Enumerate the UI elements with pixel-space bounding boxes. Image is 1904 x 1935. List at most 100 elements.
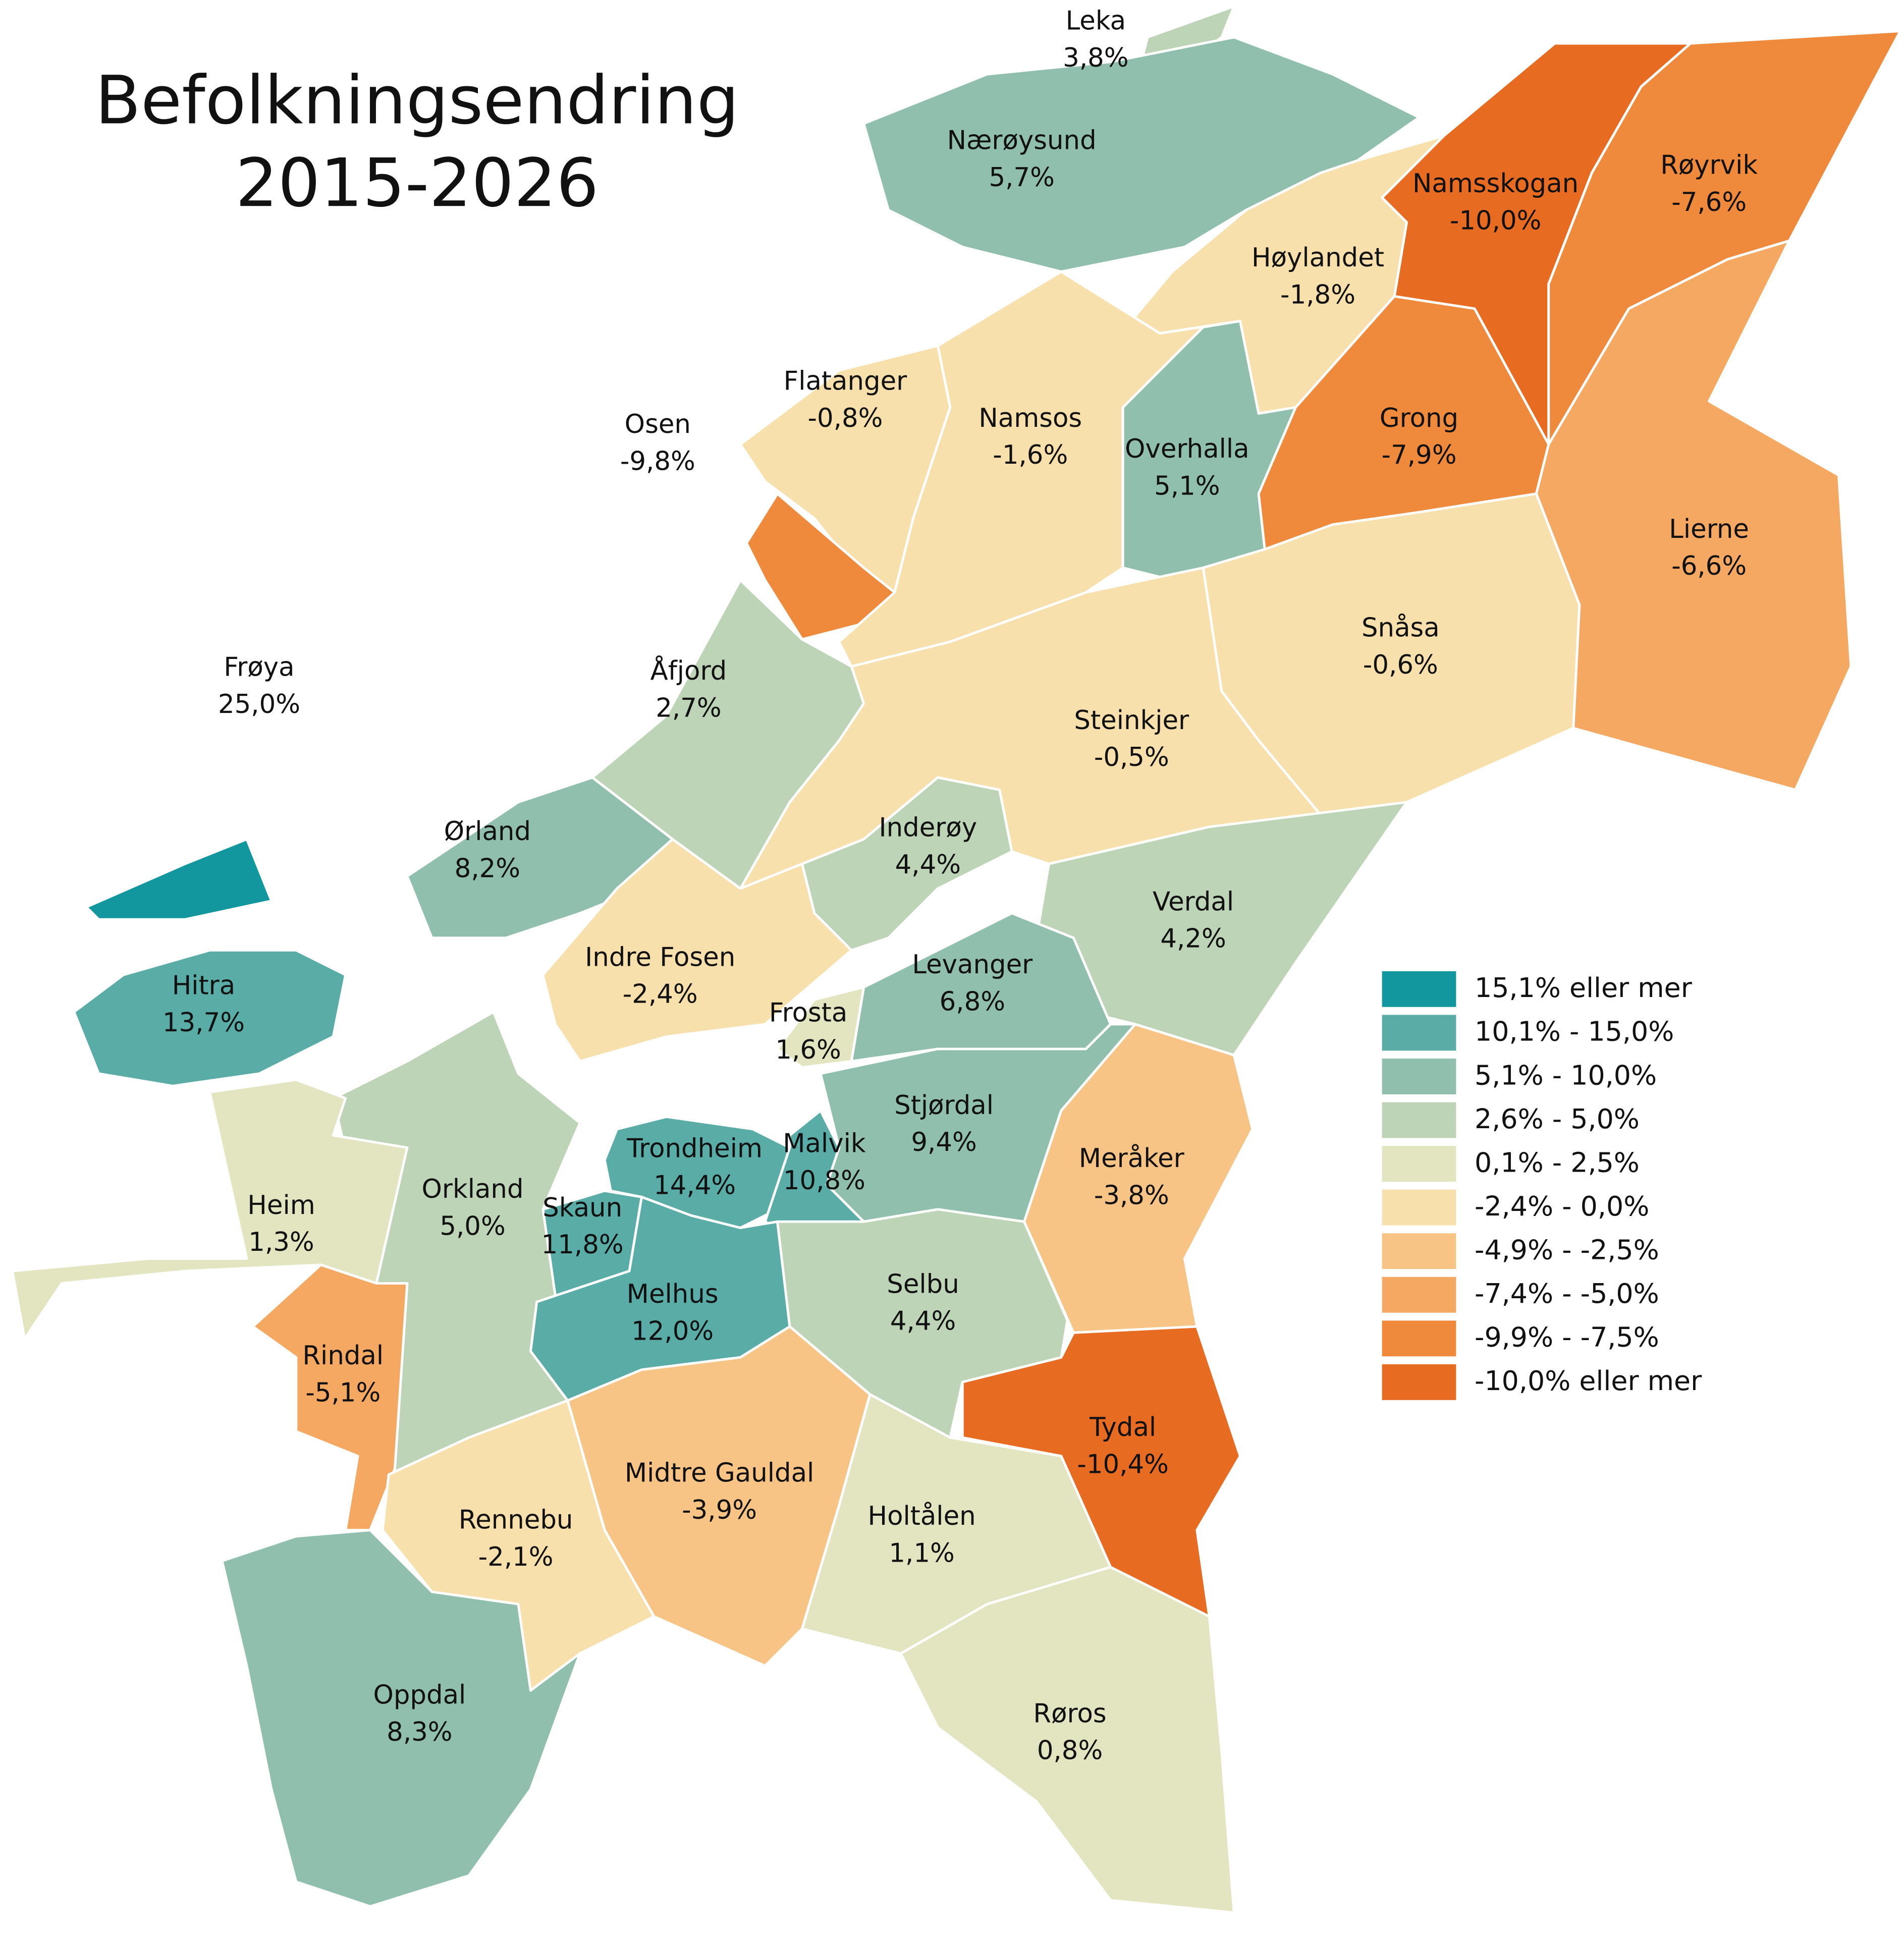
region-value: 9,4% [911, 1127, 976, 1157]
region-value: -3,9% [682, 1495, 757, 1525]
legend-swatch [1382, 1320, 1456, 1357]
legend-label: -2,4% - 0,0% [1475, 1190, 1649, 1222]
region-name: Flatanger [784, 366, 908, 396]
legend-swatch [1382, 971, 1456, 1007]
region-name: Rindal [302, 1341, 384, 1371]
region [73, 949, 347, 1087]
region-name: Åfjord [650, 655, 727, 686]
region-value: 8,2% [455, 853, 520, 883]
labels: Leka 3,8% Nærøysund 5,7% Namsskogan -10,0% Røy… [162, 6, 1758, 1765]
legend: 15,1% eller mer 10,1% - 15,0% 5,1% - 10,0%… [1382, 971, 1702, 1400]
region-value: 25,0% [218, 689, 300, 720]
legend-swatch [1382, 1364, 1456, 1400]
region-name: Verdal [1153, 887, 1234, 917]
region-value: -0,6% [1363, 650, 1438, 680]
region-name: Steinkjer [1074, 705, 1189, 736]
region-value: 5,0% [440, 1211, 505, 1241]
legend-label: 15,1% eller mer [1475, 972, 1693, 1004]
region-name: Trondheim [626, 1133, 763, 1164]
region-name: Nærøysund [947, 126, 1097, 156]
region-name: Levanger [912, 950, 1033, 980]
region-value: -0,8% [808, 403, 883, 433]
region-value: -5,1% [305, 1378, 380, 1408]
region-name: Snåsa [1362, 613, 1440, 643]
legend-swatch [1382, 1015, 1456, 1051]
region-name: Hitra [172, 971, 236, 1001]
region-value: 6,8% [940, 986, 1005, 1017]
region-value: -10,4% [1077, 1449, 1169, 1479]
legend-swatch [1382, 1233, 1456, 1269]
region-value: -7,6% [1671, 187, 1747, 217]
region-value: -2,4% [623, 979, 698, 1010]
legend-label: -4,9% - -2,5% [1475, 1234, 1659, 1266]
region-value: 12,0% [631, 1316, 714, 1346]
region-name: Selbu [887, 1269, 959, 1299]
region-value: -0,5% [1094, 742, 1169, 772]
region-name: Namsos [978, 403, 1082, 433]
region-name: Inderøy [879, 813, 977, 843]
legend-label: 10,1% - 15,0% [1475, 1016, 1674, 1047]
region-value: 14,4% [654, 1171, 736, 1201]
region-value: 11,8% [541, 1230, 624, 1260]
legend-label: 2,6% - 5,0% [1475, 1103, 1640, 1135]
region-value: -6,6% [1671, 551, 1747, 581]
region-name: Indre Fosen [585, 942, 735, 972]
legend-swatch [1382, 1058, 1456, 1094]
region-value: 0,8% [1037, 1736, 1103, 1766]
region-name: Melhus [627, 1279, 719, 1309]
region-value: 1,3% [248, 1227, 314, 1257]
legend-swatch [1382, 1146, 1456, 1182]
region-name: Skaun [542, 1193, 622, 1223]
legend-swatch [1382, 1277, 1456, 1313]
region-name: Meråker [1079, 1143, 1185, 1174]
region-name: Rennebu [459, 1505, 573, 1535]
region-name: Heim [247, 1190, 315, 1221]
region-name: Orkland [421, 1174, 523, 1204]
region-name: Frøya [224, 652, 294, 683]
region-name: Høylandet [1252, 243, 1384, 273]
region-value: 4,2% [1160, 924, 1226, 954]
region-value: -1,8% [1280, 280, 1355, 310]
legend-swatch [1382, 1189, 1456, 1226]
legend-label: 5,1% - 10,0% [1475, 1059, 1657, 1091]
region-name: Grong [1380, 403, 1458, 433]
region-value: 5,1% [1154, 471, 1220, 501]
region-name: Overhalla [1125, 434, 1249, 464]
legend-label: -10,0% eller mer [1475, 1365, 1702, 1397]
region-value: 5,7% [989, 162, 1054, 193]
region-value: 13,7% [162, 1008, 245, 1038]
region-name: Oppdal [373, 1680, 466, 1710]
region-name: Lierne [1669, 514, 1749, 544]
region [776, 986, 865, 1069]
region [85, 838, 273, 921]
region-name: Røyrvik [1660, 150, 1758, 181]
region-name: Osen [625, 409, 691, 439]
map-title: 2015-2026 [236, 144, 599, 222]
region-value: -7,9% [1382, 440, 1457, 470]
region-value: 2,7% [656, 693, 721, 723]
region-value: 8,3% [387, 1717, 452, 1747]
region-name: Stjørdal [894, 1090, 994, 1121]
region-name: Holtålen [867, 1501, 975, 1531]
legend-label: 0,1% - 2,5% [1475, 1146, 1640, 1178]
region-name: Ørland [444, 816, 531, 847]
region-value: -10,0% [1450, 206, 1542, 236]
legend-swatch [1382, 1102, 1456, 1138]
region [221, 1529, 581, 1908]
region-name: Leka [1066, 6, 1126, 36]
region-name: Røros [1033, 1698, 1106, 1729]
region-value: 4,4% [895, 850, 961, 880]
region-value: -3,8% [1094, 1180, 1169, 1210]
region-value: 1,1% [889, 1538, 954, 1568]
region-value: 3,8% [1063, 43, 1128, 73]
region-name: Malvik [783, 1129, 866, 1159]
region-value: 1,6% [775, 1035, 841, 1065]
region-value: 4,4% [890, 1306, 956, 1337]
region-name: Namsskogan [1412, 169, 1579, 199]
region-name: Tydal [1089, 1412, 1156, 1443]
region-value: 10,8% [783, 1166, 865, 1196]
region-value: -9,8% [620, 446, 695, 476]
region-name: Frosta [769, 998, 847, 1028]
region [541, 838, 853, 1063]
